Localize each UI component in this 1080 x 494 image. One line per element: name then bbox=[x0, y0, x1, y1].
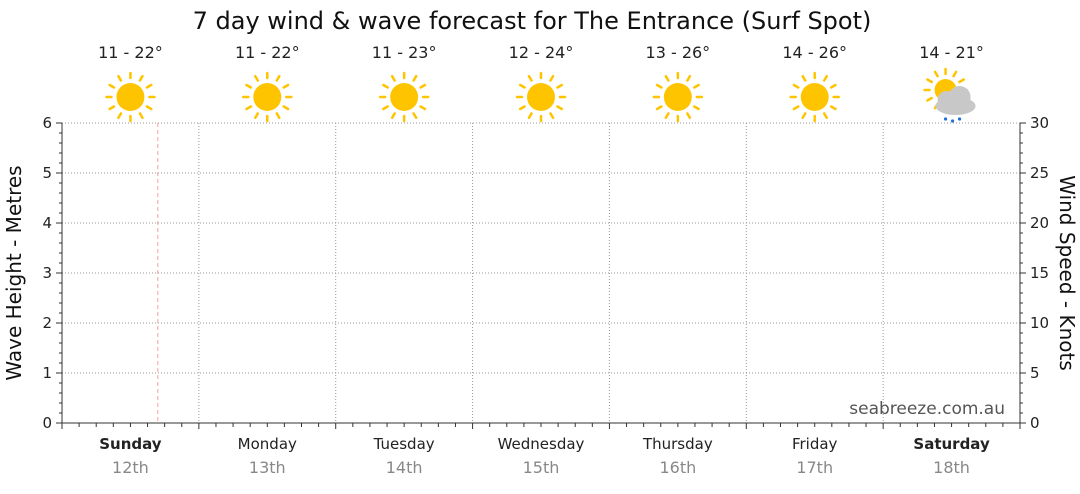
y-tick-label-left: 2 bbox=[42, 314, 52, 332]
watermark: seabreeze.com.au bbox=[849, 399, 1005, 419]
y-tick-label-left: 4 bbox=[42, 214, 52, 232]
temp-range: 11 - 22° bbox=[235, 43, 300, 62]
date-label: 13th bbox=[249, 458, 286, 477]
sun-icon bbox=[378, 71, 430, 123]
temp-range: 13 - 26° bbox=[646, 43, 711, 62]
day-column-wednesday: 12 - 24° Wednesday 15th bbox=[498, 43, 585, 477]
day-label: Monday bbox=[238, 435, 297, 453]
y-tick-label-right: 0 bbox=[1030, 414, 1040, 432]
y-tick-label-right: 5 bbox=[1030, 364, 1040, 382]
y-tick-label-right: 15 bbox=[1030, 264, 1049, 282]
date-label: 18th bbox=[933, 458, 970, 477]
grid-layer bbox=[62, 122, 1020, 423]
day-column-thursday: 13 - 26° Thursday 16th bbox=[642, 43, 713, 477]
sun-icon bbox=[652, 71, 704, 123]
y-axis-label-left: Wave Height - Metres bbox=[2, 165, 26, 380]
day-label: Sunday bbox=[99, 435, 162, 453]
date-label: 12th bbox=[112, 458, 149, 477]
y-tick-label-left: 3 bbox=[42, 264, 52, 282]
y-tick-label-left: 5 bbox=[42, 164, 52, 182]
day-label: Wednesday bbox=[498, 435, 585, 453]
y-tick-label-left: 1 bbox=[42, 364, 52, 382]
day-label: Saturday bbox=[913, 435, 990, 453]
day-label: Thursday bbox=[642, 435, 713, 453]
date-label: 17th bbox=[796, 458, 833, 477]
sun-icon bbox=[789, 71, 840, 123]
date-label: 16th bbox=[659, 458, 696, 477]
y-tick-label-right: 10 bbox=[1030, 314, 1049, 332]
day-label: Tuesday bbox=[373, 435, 435, 453]
axes-layer: 0 1 2 3 4 5 6 0 5 10 15 20 25 30 bbox=[42, 114, 1049, 432]
y-tick-label-right: 30 bbox=[1030, 114, 1049, 132]
temp-range: 11 - 22° bbox=[98, 43, 163, 62]
day-column-tuesday: 11 - 23° Tuesday 14th bbox=[372, 43, 437, 477]
date-label: 15th bbox=[523, 458, 560, 477]
partly-cloudy-shower-icon bbox=[923, 67, 976, 123]
sun-icon bbox=[105, 71, 156, 123]
day-column-saturday: 14 - 21° Saturday 18th bbox=[913, 43, 990, 477]
sun-icon bbox=[515, 71, 567, 123]
y-tick-label-left: 6 bbox=[42, 114, 52, 132]
day-column-sunday: 11 - 22° Sunday 12th bbox=[98, 43, 163, 477]
temp-range: 14 - 21° bbox=[919, 43, 984, 62]
y-tick-label-right: 20 bbox=[1030, 214, 1049, 232]
y-axis-label-right: Wind Speed - Knots bbox=[1055, 175, 1079, 371]
day-column-monday: 11 - 22° Monday 13th bbox=[235, 43, 300, 477]
date-label: 14th bbox=[386, 458, 423, 477]
temp-range: 14 - 26° bbox=[782, 43, 847, 62]
y-tick-label-right: 25 bbox=[1030, 164, 1049, 182]
temp-range: 12 - 24° bbox=[509, 43, 574, 62]
day-label: Friday bbox=[792, 435, 838, 453]
sun-icon bbox=[242, 71, 293, 123]
chart-title: 7 day wind & wave forecast for The Entra… bbox=[193, 7, 872, 35]
temp-range: 11 - 23° bbox=[372, 43, 437, 62]
day-column-friday: 14 - 26° Friday 17th bbox=[782, 43, 847, 477]
y-tick-label-left: 0 bbox=[42, 414, 52, 432]
